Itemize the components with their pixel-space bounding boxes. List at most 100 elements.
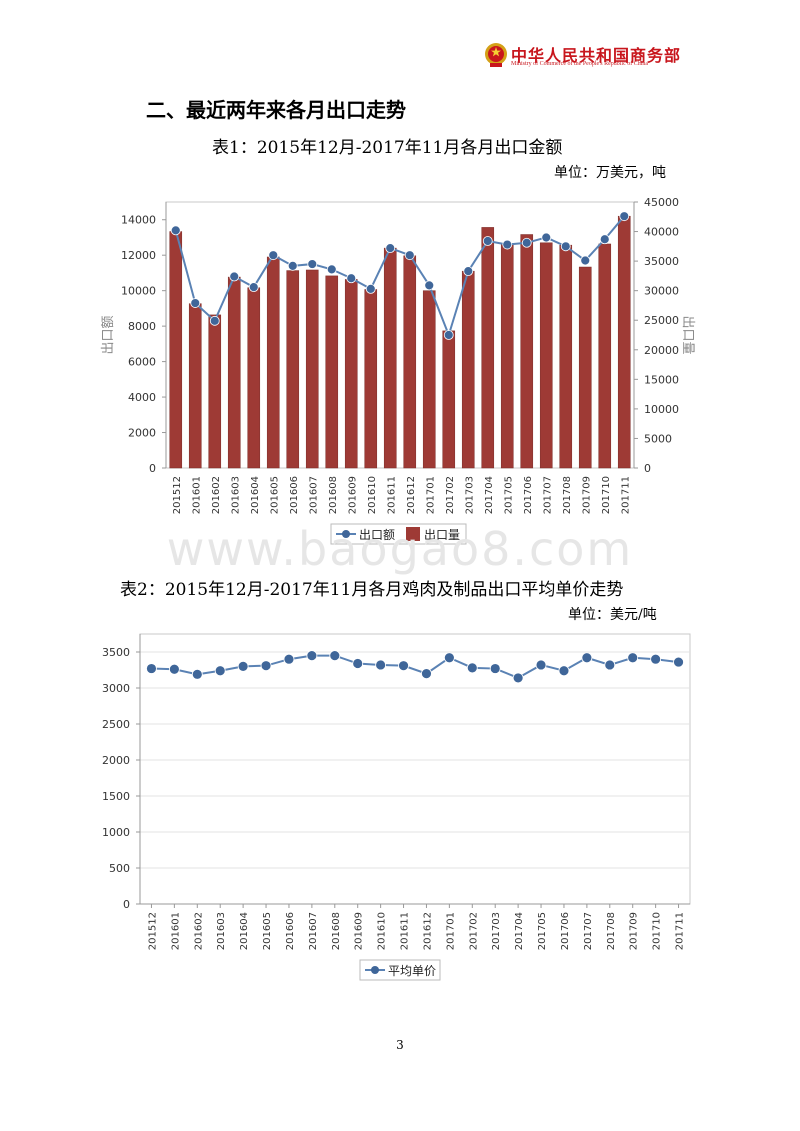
point-201708	[604, 659, 616, 671]
point-201707	[581, 652, 593, 664]
bar-201703	[461, 270, 475, 469]
legend-marker-出口额	[342, 530, 350, 538]
page-number: 3	[396, 1038, 404, 1052]
point-201709	[627, 652, 639, 664]
point-201607	[306, 650, 318, 662]
point-201603	[214, 665, 226, 677]
point-201605	[268, 250, 279, 261]
bar-201702	[442, 330, 456, 469]
point-201609	[352, 658, 364, 669]
bar-201604	[247, 287, 261, 469]
point-201707	[541, 232, 552, 243]
bar-201605	[266, 256, 280, 469]
xtick-label-201703: 201703	[464, 476, 475, 514]
ytick-label-right-45000: 45000	[644, 196, 679, 209]
ytick-label-left-2000: 2000	[128, 427, 156, 440]
bar-201704	[481, 227, 495, 469]
bar-201711	[617, 215, 631, 469]
xtick-label-201607: 201607	[308, 912, 319, 950]
point-201608	[329, 650, 341, 662]
bar-201601	[188, 303, 202, 469]
point-201710	[599, 234, 610, 245]
chart1-title: 表1：2015年12月-2017年11月各月出口金额	[212, 138, 563, 158]
point-201611	[385, 243, 396, 254]
xtick-label-201609: 201609	[354, 912, 365, 950]
point-201605	[260, 660, 272, 672]
xtick-label-201606: 201606	[285, 912, 296, 950]
xtick-label-201711: 201711	[675, 912, 686, 950]
xtick-label-201611: 201611	[386, 476, 397, 514]
legend-label-出口量: 出口量	[424, 528, 460, 542]
ytick-label-right-30000: 30000	[644, 285, 679, 298]
ytick-label-3500: 3500	[102, 646, 130, 659]
xtick-label-201704: 201704	[514, 912, 525, 950]
chart2-legend: 平均单价	[359, 959, 441, 981]
point-201705	[502, 239, 513, 250]
bar-201607	[305, 269, 319, 469]
point-201705	[535, 659, 547, 671]
xtick-label-201708: 201708	[562, 476, 573, 514]
xtick-label-201707: 201707	[583, 912, 594, 950]
point-201708	[560, 241, 571, 252]
point-201512	[146, 663, 157, 674]
point-201604	[237, 661, 249, 672]
ytick-label-1000: 1000	[102, 826, 130, 839]
xtick-label-201611: 201611	[400, 912, 411, 950]
ytick-label-right-10000: 10000	[644, 403, 679, 416]
xtick-label-201603: 201603	[230, 476, 241, 514]
xtick-label-201601: 201601	[191, 476, 202, 514]
xtick-label-201602: 201602	[211, 476, 222, 514]
point-201710	[650, 653, 662, 665]
bar-201709	[578, 266, 592, 469]
point-201703	[463, 266, 474, 277]
xtick-label-201702: 201702	[468, 912, 479, 950]
point-201706	[558, 665, 570, 677]
xtick-label-201709: 201709	[629, 912, 640, 950]
xtick-label-201512: 201512	[172, 476, 183, 514]
xtick-label-201701: 201701	[425, 476, 436, 514]
chart2-frame	[139, 633, 691, 905]
ytick-label-500: 500	[109, 862, 130, 875]
ytick-label-right-20000: 20000	[644, 344, 679, 357]
point-201709	[580, 255, 591, 266]
bar-201603	[227, 276, 241, 469]
legend-label-平均单价: 平均单价	[388, 964, 436, 978]
xtick-label-201703: 201703	[491, 912, 502, 950]
ytick-label-left-14000: 14000	[121, 214, 156, 227]
point-201612	[404, 250, 415, 261]
section-title: 二、最近两年来各月出口走势	[146, 98, 406, 122]
chart1-legend: 出口额 出口量	[330, 523, 467, 545]
point-201601	[190, 298, 201, 308]
xtick-label-201612: 201612	[422, 912, 433, 950]
point-201610	[375, 659, 387, 671]
point-201704	[482, 236, 493, 246]
xtick-label-201607: 201607	[308, 476, 319, 514]
xtick-label-201610: 201610	[367, 476, 378, 514]
point-201602	[209, 315, 220, 326]
xtick-label-201701: 201701	[445, 912, 456, 950]
xtick-label-201710: 201710	[601, 476, 612, 514]
bar-201608	[325, 275, 339, 469]
xtick-label-201605: 201605	[269, 476, 280, 514]
xtick-label-201604: 201604	[239, 912, 250, 950]
xtick-label-201608: 201608	[328, 476, 339, 514]
bar-201705	[500, 244, 514, 469]
ytick-label-right-35000: 35000	[644, 255, 679, 268]
ytick-label-2500: 2500	[102, 718, 130, 731]
point-201609	[346, 273, 357, 284]
ytick-label-left-0: 0	[149, 462, 156, 475]
bar-201612	[403, 255, 417, 469]
ytick-label-right-0: 0	[644, 462, 651, 475]
xtick-label-201711: 201711	[620, 476, 631, 514]
point-201711	[673, 656, 684, 668]
chart1-unit: 单位：万美元，吨	[554, 165, 666, 181]
point-201703	[489, 663, 501, 674]
xtick-label-201512: 201512	[147, 912, 158, 950]
xtick-label-201707: 201707	[542, 476, 553, 514]
legend-label-出口额: 出口额	[359, 528, 395, 542]
ylabel-right: 出口量	[680, 315, 695, 354]
point-201604	[248, 282, 259, 293]
xtick-label-201603: 201603	[216, 912, 227, 950]
bar-201602	[208, 314, 222, 469]
ytick-label-left-12000: 12000	[121, 249, 156, 262]
